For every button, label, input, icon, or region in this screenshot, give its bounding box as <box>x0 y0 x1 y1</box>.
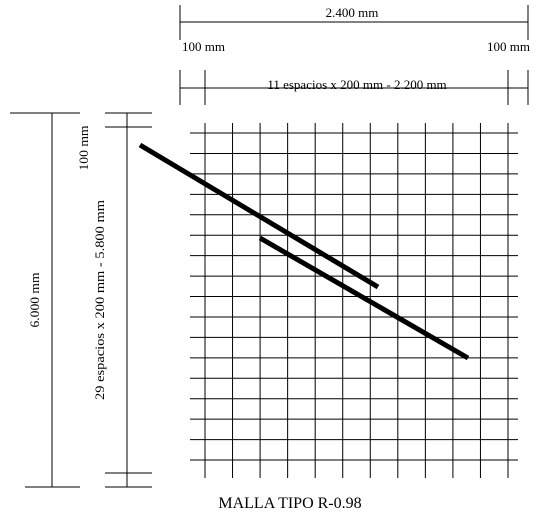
dim-label: 11 espacios x 200 mm - 2.200 mm <box>267 77 446 92</box>
dim-label: 100 mm <box>182 39 225 54</box>
dim-label: 100 mm <box>76 126 91 171</box>
reinforcement-bar <box>258 235 470 361</box>
dim-label: 100 mm <box>487 39 530 54</box>
dim-label: 2.400 mm <box>326 5 379 20</box>
left-dimensions: 6.000 mm 100 mm 29 espacios x 200 mm - 5… <box>10 112 152 488</box>
dim-label: 6.000 mm <box>27 273 42 328</box>
reinforcement-bar <box>138 142 380 290</box>
mesh-grid <box>190 123 518 478</box>
dim-label: 29 espacios x 200 mm - 5.800 mm <box>92 200 107 400</box>
drawing-title: MALLA TIPO R-0.98 <box>218 495 361 512</box>
top-dimensions: 2.400 mm 100 mm 100 mm 11 espacios x 200… <box>179 5 530 105</box>
